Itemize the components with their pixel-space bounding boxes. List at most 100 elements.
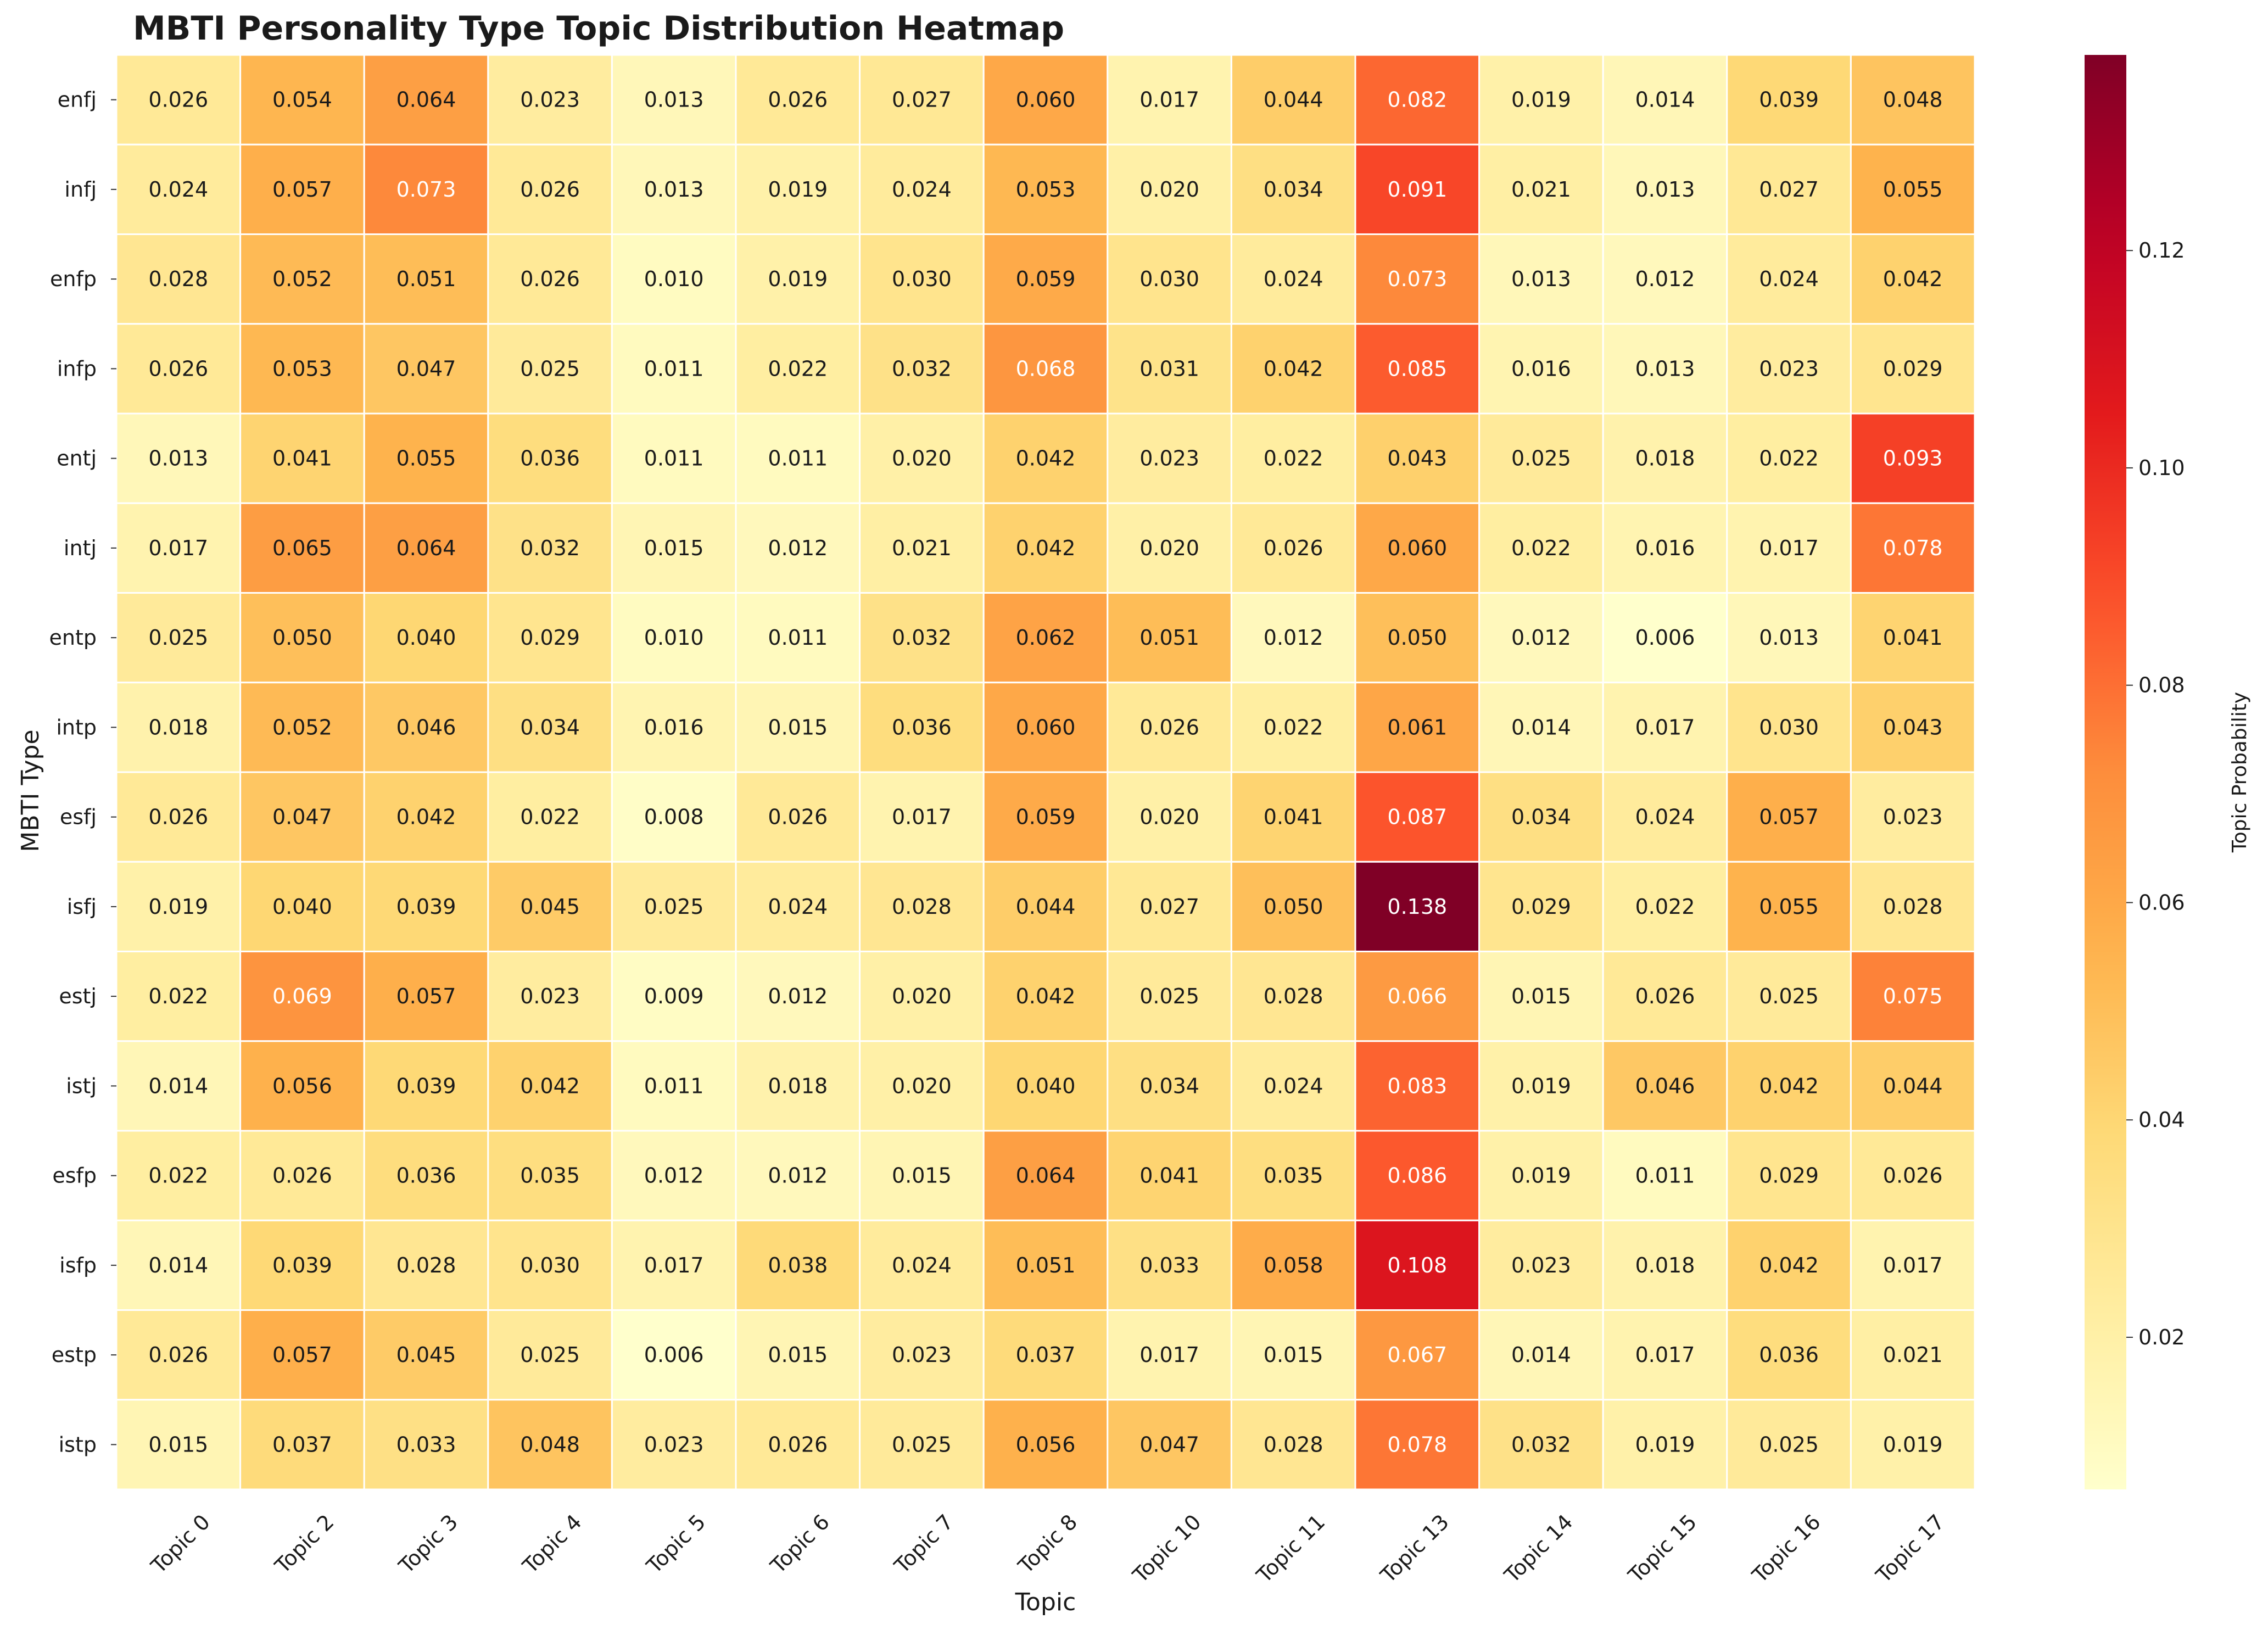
heatmap-cell <box>115 233 242 325</box>
heatmap-cell <box>1478 502 1604 594</box>
heatmap-cell <box>982 412 1109 504</box>
cell-value-label: 0.020 <box>1139 536 1199 560</box>
heatmap-cell <box>363 1399 489 1491</box>
cell-value-label: 0.029 <box>1759 1164 1819 1188</box>
cell-value-label: 0.034 <box>1139 1074 1199 1098</box>
cell-value-label: 0.138 <box>1387 895 1447 919</box>
heatmap-cell <box>611 682 737 773</box>
cell-value-label: 0.039 <box>1759 88 1819 112</box>
heatmap-cell <box>1230 1040 1356 1132</box>
cell-value-label: 0.012 <box>644 1164 704 1188</box>
heatmap-cell <box>487 771 613 863</box>
cell-value-label: 0.030 <box>1759 715 1819 739</box>
cell-value-label: 0.026 <box>1139 715 1199 739</box>
cell-value-label: 0.050 <box>1264 895 1323 919</box>
cell-value-label: 0.036 <box>520 446 580 471</box>
cell-value-label: 0.026 <box>768 805 828 829</box>
heatmap-cell <box>1478 1399 1604 1491</box>
heatmap-cell <box>1602 861 1728 952</box>
heatmap-cell <box>982 771 1109 863</box>
x-tick-label: Topic 4 <box>518 1510 586 1578</box>
heatmap-cell <box>115 1040 242 1132</box>
heatmap-cell <box>1107 1130 1232 1221</box>
heatmap-cell <box>1726 951 1852 1042</box>
cell-value-label: 0.055 <box>1759 895 1819 919</box>
x-tick-label: Topic 8 <box>1013 1510 1082 1578</box>
cell-value-label: 0.030 <box>520 1253 580 1277</box>
cell-value-label: 0.028 <box>148 267 208 291</box>
heatmap-cell <box>859 1309 985 1401</box>
heatmap-cell <box>239 54 365 146</box>
heatmap-cell <box>1107 1399 1232 1491</box>
cell-value-label: 0.025 <box>644 895 704 919</box>
cell-value-label: 0.020 <box>1139 805 1199 829</box>
cell-value-label: 0.012 <box>768 536 828 560</box>
x-tick-label: Topic 17 <box>1871 1510 1949 1588</box>
heatmap-cell <box>363 502 489 594</box>
cell-value-label: 0.024 <box>1759 267 1819 291</box>
y-axis-label: MBTI Type <box>16 729 44 852</box>
colorbar-tick-label: 0.06 <box>2138 890 2185 914</box>
cell-value-label: 0.020 <box>892 1074 952 1098</box>
cell-value-label: 0.017 <box>1139 1343 1199 1367</box>
cell-value-label: 0.020 <box>1139 177 1199 202</box>
heatmap-cell <box>1107 502 1232 594</box>
heatmap-cell <box>363 323 489 415</box>
colorbar-tick-label: 0.08 <box>2138 673 2185 697</box>
heatmap-cell <box>487 951 613 1042</box>
cell-value-label: 0.048 <box>1883 88 1943 112</box>
cell-value-label: 0.011 <box>644 1074 704 1098</box>
cell-value-label: 0.041 <box>1883 626 1943 650</box>
cell-value-label: 0.048 <box>520 1432 580 1456</box>
cell-value-label: 0.042 <box>1759 1253 1819 1277</box>
cell-value-label: 0.022 <box>148 984 208 1008</box>
heatmap-cell <box>239 1219 365 1311</box>
heatmap-cell <box>735 771 861 863</box>
cell-value-label: 0.027 <box>1759 177 1819 202</box>
cell-value-label: 0.028 <box>1883 895 1943 919</box>
cell-value-label: 0.024 <box>768 895 828 919</box>
heatmap-cell <box>735 143 861 235</box>
colorbar-tick-label: 0.10 <box>2138 456 2185 480</box>
cell-value-label: 0.025 <box>1759 984 1819 1008</box>
cell-value-label: 0.019 <box>768 177 828 202</box>
cell-value-label: 0.010 <box>644 626 704 650</box>
heatmap-cell <box>1354 1399 1481 1491</box>
heatmap-cell <box>1850 1040 1976 1132</box>
cell-value-label: 0.034 <box>1264 177 1323 202</box>
cell-value-label: 0.059 <box>1016 267 1076 291</box>
cell-value-label: 0.011 <box>644 446 704 471</box>
cell-value-label: 0.055 <box>396 446 456 471</box>
cell-value-label: 0.039 <box>396 895 456 919</box>
heatmap-cell <box>982 592 1109 684</box>
cell-value-label: 0.087 <box>1387 805 1447 829</box>
cell-value-label: 0.017 <box>1635 715 1695 739</box>
cell-value-label: 0.030 <box>892 267 952 291</box>
cell-value-label: 0.024 <box>892 177 952 202</box>
cell-value-label: 0.024 <box>892 1253 952 1277</box>
cell-value-label: 0.026 <box>148 88 208 112</box>
heatmap-cell <box>1726 771 1852 863</box>
cell-value-label: 0.057 <box>396 984 456 1008</box>
cell-value-label: 0.015 <box>892 1164 952 1188</box>
heatmap-cell <box>115 1130 242 1221</box>
cell-value-label: 0.017 <box>892 805 952 829</box>
heatmap-cell <box>487 861 613 952</box>
cell-value-label: 0.042 <box>1883 267 1943 291</box>
heatmap-cell <box>1478 233 1604 325</box>
heatmap-cell <box>1230 592 1356 684</box>
cell-value-label: 0.015 <box>768 1343 828 1367</box>
heatmap-cell <box>363 1040 489 1132</box>
cell-value-label: 0.015 <box>768 715 828 739</box>
y-tick-label: isfj <box>67 895 97 919</box>
heatmap-cell <box>1726 861 1852 952</box>
heatmap-cell <box>1107 412 1232 504</box>
cell-value-label: 0.061 <box>1387 715 1447 739</box>
cell-value-label: 0.051 <box>1016 1253 1076 1277</box>
heatmap-cell <box>859 1219 985 1311</box>
cell-value-label: 0.017 <box>1139 88 1199 112</box>
cell-value-label: 0.028 <box>396 1253 456 1277</box>
heatmap-cell <box>1478 951 1604 1042</box>
cell-value-label: 0.012 <box>1635 267 1695 291</box>
y-tick-label: intj <box>64 536 97 560</box>
